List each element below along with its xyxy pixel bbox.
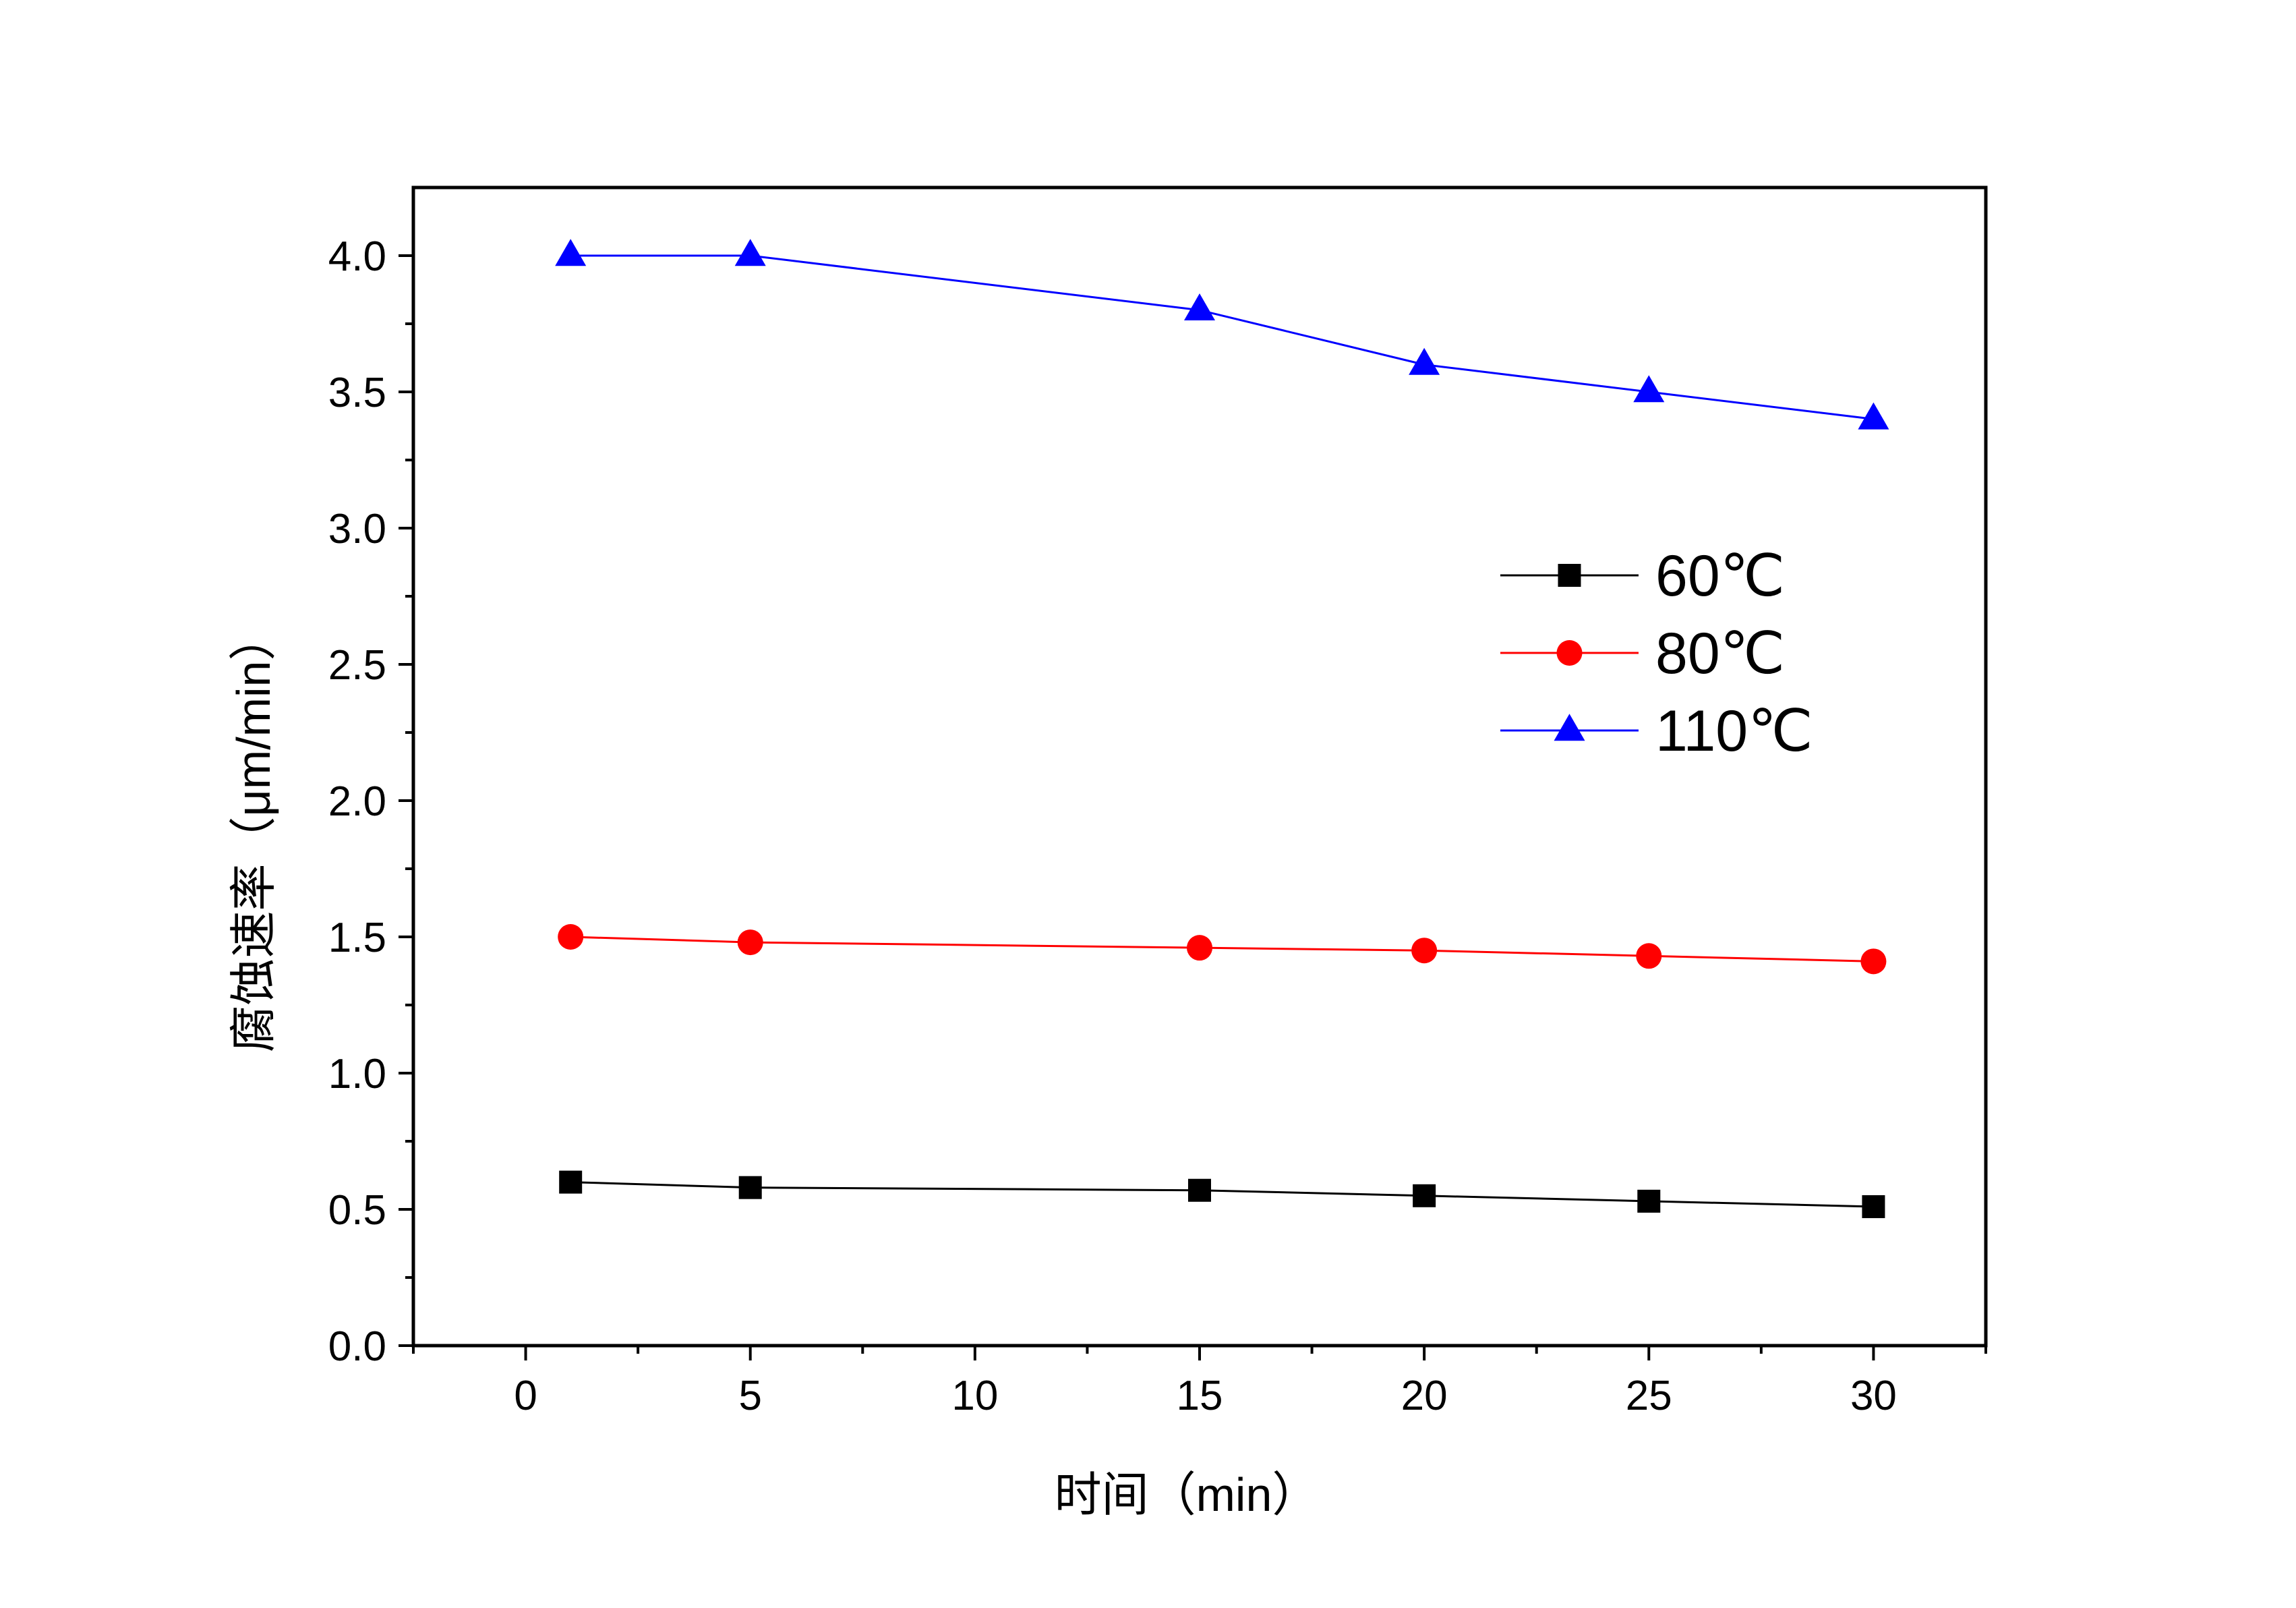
x-tick-label: 25	[1626, 1373, 1672, 1419]
y-tick-label: 4.0	[328, 233, 386, 280]
data-point	[558, 924, 584, 950]
data-point	[734, 239, 766, 266]
legend-item-1: 60℃	[1500, 544, 1785, 608]
legend-marker	[1556, 640, 1583, 666]
y-tick-label: 1.0	[328, 1051, 386, 1097]
x-tick-label: 15	[1177, 1373, 1223, 1419]
y-tick-label: 0.0	[328, 1323, 386, 1370]
series-2	[558, 924, 1887, 975]
data-point	[1188, 1178, 1211, 1202]
data-point	[1184, 293, 1215, 320]
data-point	[1411, 938, 1438, 964]
x-tick-label: 20	[1401, 1373, 1448, 1419]
data-point	[1633, 375, 1665, 403]
data-point	[1860, 948, 1887, 975]
data-point	[1862, 1195, 1885, 1218]
y-tick-label: 0.5	[328, 1187, 386, 1234]
data-point	[1413, 1184, 1436, 1207]
x-tick-label: 0	[514, 1373, 537, 1419]
legend-label: 110℃	[1655, 699, 1813, 764]
data-point	[1858, 402, 1889, 430]
legend-marker	[1554, 714, 1585, 741]
y-tick-label: 3.0	[328, 506, 386, 552]
series-1	[559, 1170, 1885, 1218]
data-point	[1636, 943, 1662, 969]
y-axis-title: 腐蚀速率（μm/min）	[227, 614, 280, 1053]
legend-marker	[1558, 564, 1581, 587]
series-group	[555, 239, 1889, 1218]
axes-group: 0 5 10 15 20 25 30 0.0 0.5 1.0 1.5 2.0 2.5 3.0 3.5 4.0	[328, 185, 1988, 1419]
data-point	[737, 929, 763, 956]
data-point	[1409, 347, 1440, 375]
x-axis-title: 时间（min）	[1055, 1468, 1320, 1521]
legend-item-2: 80℃	[1500, 621, 1785, 686]
y-tick-label: 3.5	[328, 370, 386, 416]
data-point	[555, 239, 587, 266]
legend: 60℃ 80℃ 110℃	[1500, 544, 1813, 764]
y-tick-label: 1.5	[328, 915, 386, 961]
series-line	[570, 1181, 1874, 1208]
y-tick-label: 2.0	[328, 778, 386, 825]
data-point	[1187, 935, 1212, 961]
y-tick-label: 2.5	[328, 642, 386, 689]
x-tick-label: 10	[951, 1373, 998, 1419]
legend-label: 80℃	[1655, 621, 1785, 686]
data-point	[738, 1176, 762, 1199]
x-tick-label: 30	[1850, 1373, 1897, 1419]
series-line	[570, 254, 1874, 420]
data-point	[559, 1170, 583, 1194]
data-point	[1637, 1189, 1661, 1213]
legend-item-3: 110℃	[1500, 699, 1813, 764]
legend-label: 60℃	[1655, 544, 1785, 608]
x-tick-label: 5	[738, 1373, 761, 1419]
series-3	[555, 239, 1889, 430]
series-line	[570, 936, 1874, 963]
